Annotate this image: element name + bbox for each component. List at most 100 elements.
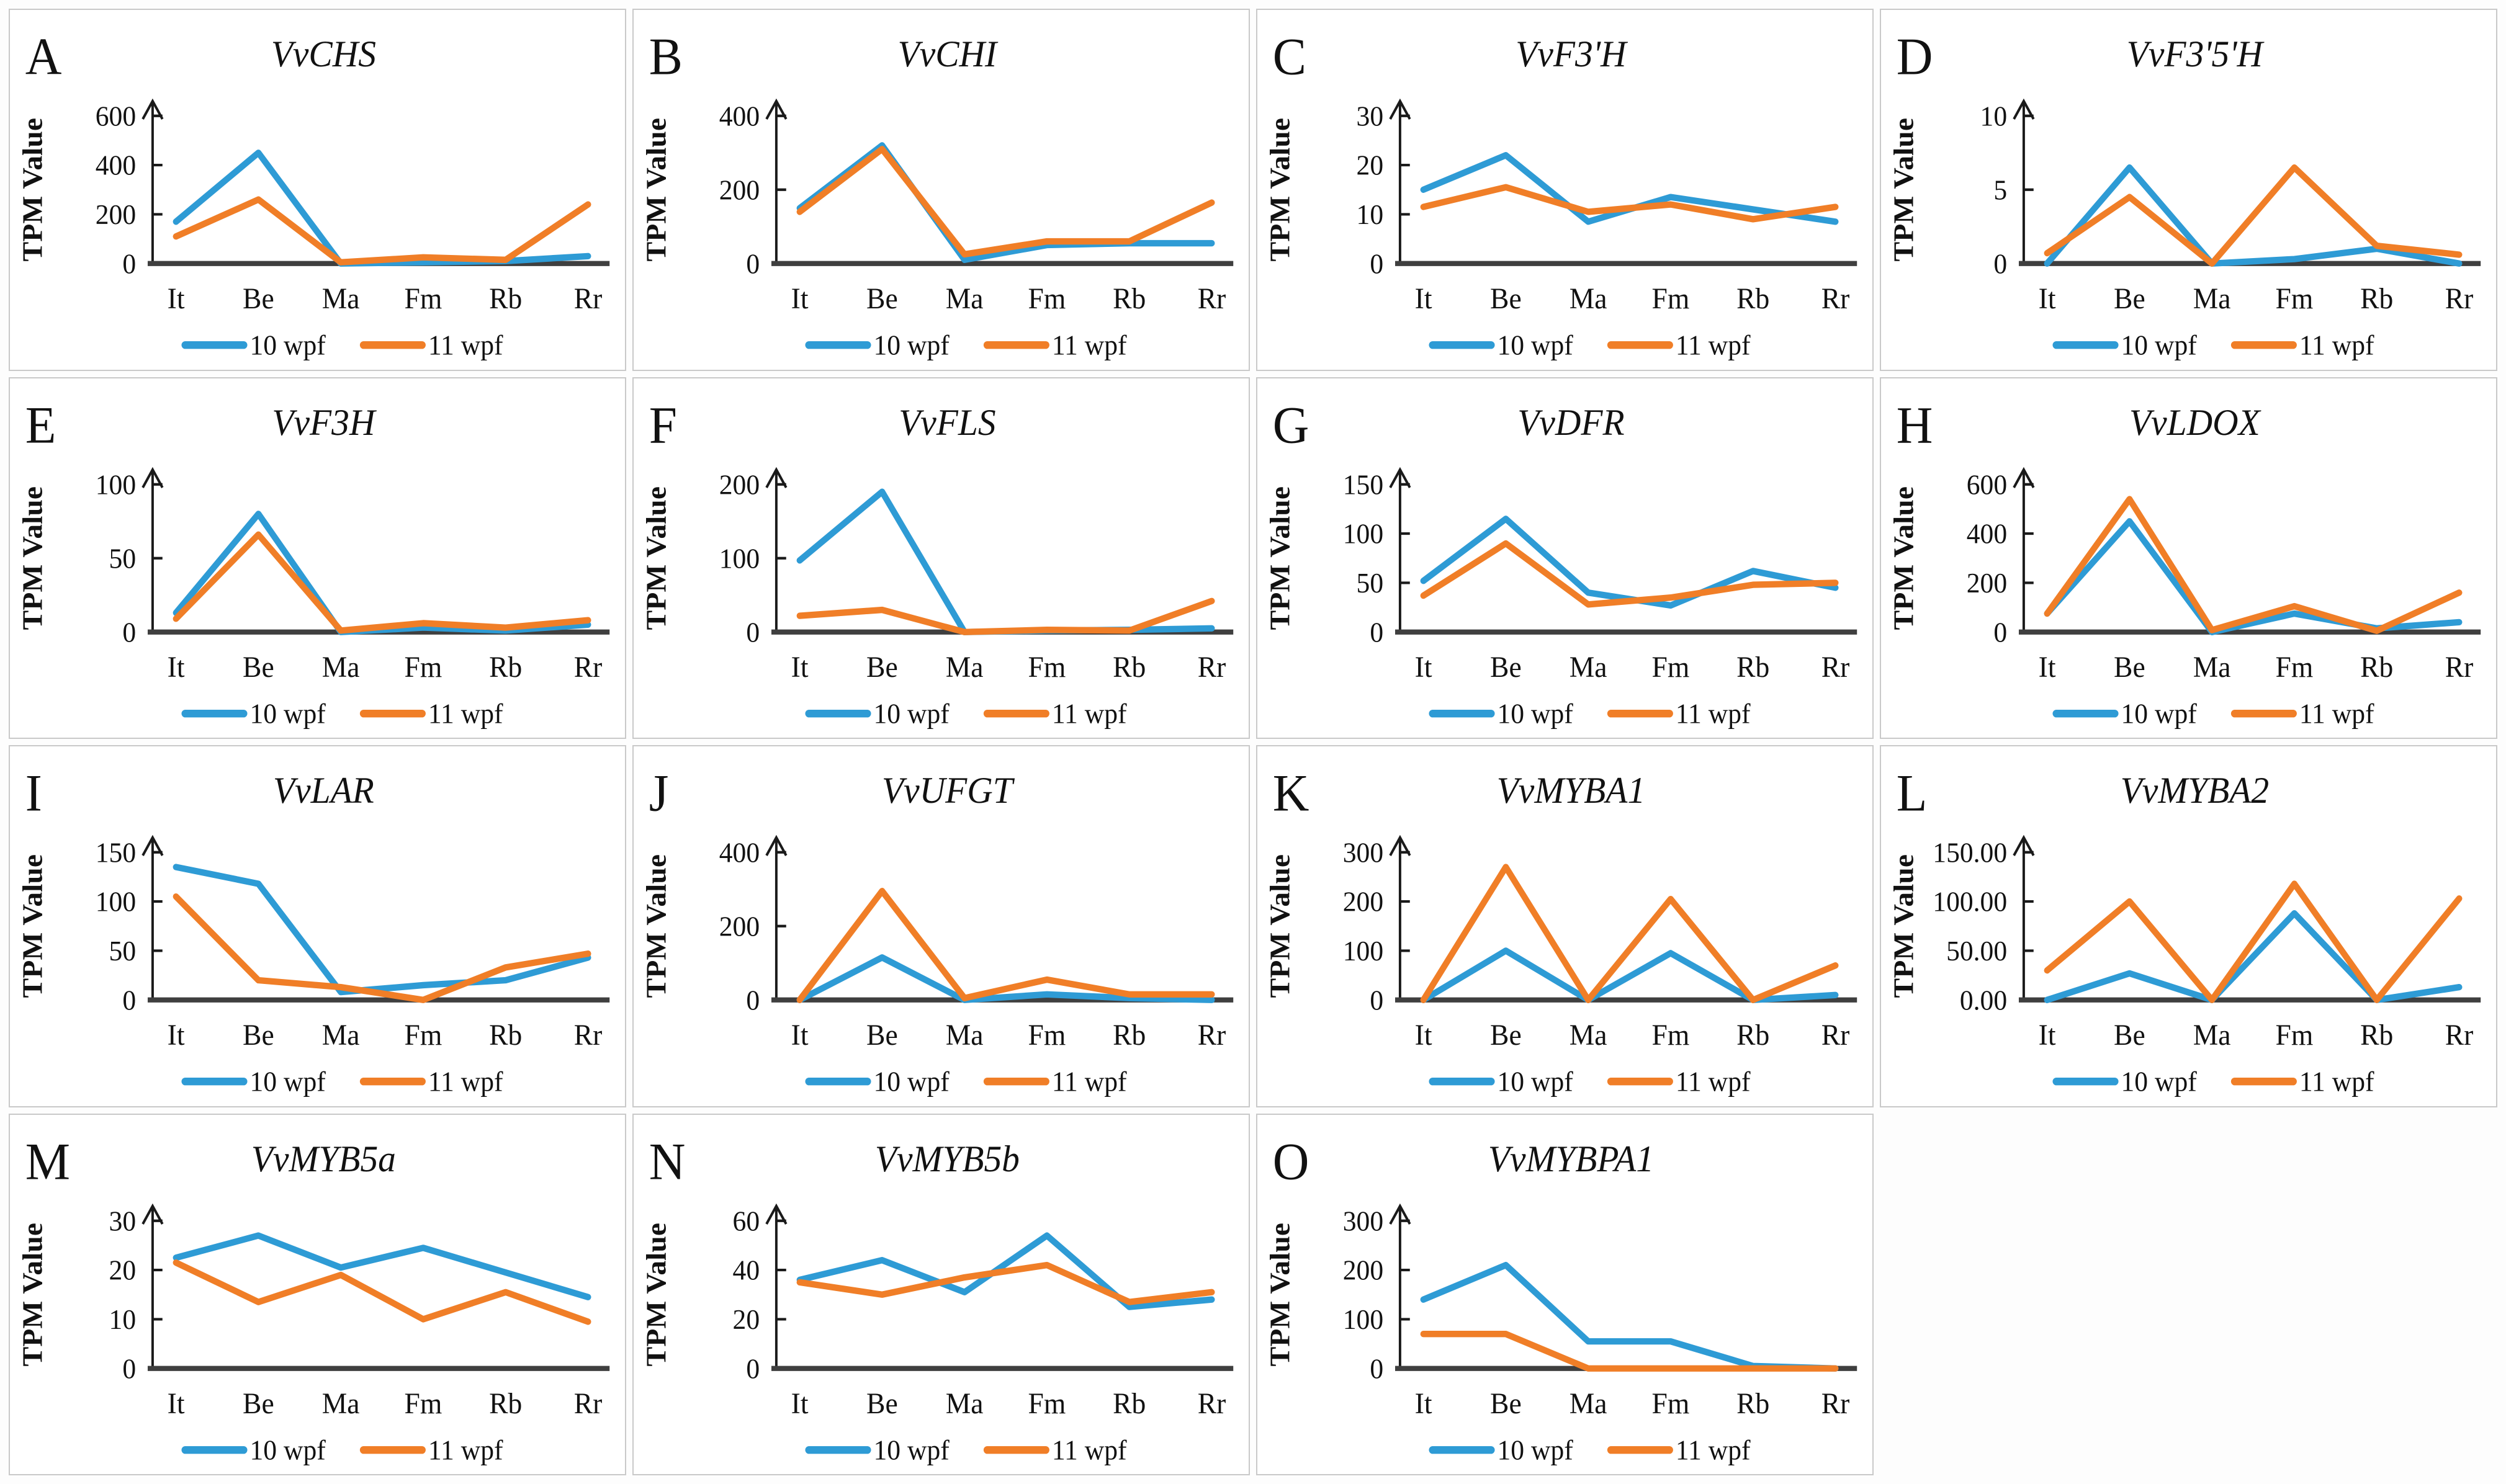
legend-label-11-wpf: 11 wpf [2299, 697, 2374, 729]
x-category-label: Rb [1736, 1019, 1769, 1052]
x-category-label: Rr [1198, 651, 1226, 684]
panel-K: K VvMYBA1 TPM Value 0 100 200 300 It Be Ma Fm Rb Rr 1… [1256, 745, 1874, 1107]
y-tick-label: 100.00 [1933, 886, 2007, 918]
y-tick-label: 150.00 [1933, 836, 2007, 868]
y-tick-label: 0 [1370, 984, 1383, 1016]
x-category-label: It [791, 1019, 809, 1052]
x-category-label: Ma [2193, 282, 2231, 315]
x-category-label: Rr [574, 282, 603, 315]
y-tick-label: 100 [96, 468, 136, 500]
x-category-label: It [1415, 1019, 1432, 1052]
y-axis-label: TPM Value [1264, 486, 1296, 630]
panel-J: J VvUFGT TPM Value 0 200 400 It Be Ma Fm Rb Rr 10 wp… [632, 745, 1250, 1107]
y-tick-label: 10 [1980, 100, 2008, 132]
y-tick-label: 200 [719, 910, 760, 942]
y-axis-label: TPM Value [640, 854, 672, 998]
x-category-label: Be [243, 1019, 274, 1052]
y-tick-label: 20 [1357, 150, 1384, 181]
legend-label-11-wpf: 11 wpf [428, 697, 503, 729]
y-tick-label: 30 [1357, 100, 1384, 132]
y-axis-label: TPM Value [1888, 118, 1920, 261]
y-tick-label: 600 [1967, 468, 2007, 500]
panel-letter: B [649, 27, 683, 86]
legend-label-11-wpf: 11 wpf [1052, 1066, 1127, 1097]
series-line-10-wpf [2044, 910, 2463, 1003]
y-tick-label: 200 [1343, 886, 1383, 918]
x-category-label: Rb [1736, 282, 1769, 315]
x-category-label: Be [243, 1387, 274, 1420]
y-tick-label: 20 [733, 1303, 760, 1335]
chart-title: VvMYBA2 [2121, 770, 2269, 811]
x-category-label: Ma [322, 282, 360, 315]
y-axis-label: TPM Value [1264, 854, 1296, 998]
y-tick-label: 0 [122, 984, 136, 1016]
x-category-label: Ma [1570, 1387, 1607, 1420]
legend-label-10-wpf: 10 wpf [1497, 1066, 1573, 1097]
legend-label-10-wpf: 10 wpf [249, 697, 325, 729]
y-axis-label: TPM Value [1888, 854, 1920, 998]
panel-B: B VvCHI TPM Value 0 200 400 It Be Ma Fm Rb Rr 10 wpf… [632, 9, 1250, 371]
x-category-label: It [168, 1019, 185, 1052]
y-tick-label: 0 [1993, 616, 2007, 648]
legend-label-11-wpf: 11 wpf [2299, 329, 2374, 361]
x-category-label: Fm [1028, 1019, 1066, 1052]
y-tick-label: 5 [1993, 174, 2007, 205]
x-category-label: Fm [1028, 282, 1066, 315]
y-axis-arrowhead [1389, 98, 1411, 120]
y-tick-label: 200 [719, 174, 760, 205]
y-tick-label: 10 [109, 1303, 137, 1335]
panel-letter: O [1273, 1132, 1309, 1190]
chart-K: K VvMYBA1 TPM Value 0 100 200 300 It Be Ma Fm Rb Rr 1… [1264, 764, 1857, 1097]
y-tick-label: 200 [1967, 567, 2007, 599]
series-line-11-wpf [2044, 164, 2463, 267]
y-tick-label: 40 [733, 1254, 760, 1285]
series-line-11-wpf [2044, 495, 2463, 634]
x-category-label: Be [866, 1019, 898, 1052]
series-line-11-wpf [1420, 540, 1839, 608]
series-line-10-wpf [1420, 947, 1839, 1003]
panel-letter: H [1897, 395, 1933, 454]
panel-letter: J [649, 764, 669, 822]
x-category-label: Be [866, 282, 898, 315]
chart-title: VvDFR [1517, 401, 1624, 442]
y-axis-label: TPM Value [1264, 118, 1296, 261]
x-category-label: Be [243, 282, 274, 315]
legend-label-11-wpf: 11 wpf [1676, 329, 1751, 361]
x-category-label: Be [1490, 651, 1522, 684]
x-category-label: Rb [489, 651, 522, 684]
chart-title: VvMYB5b [875, 1138, 1020, 1179]
y-tick-label: 400 [719, 100, 760, 132]
chart-H: H VvLDOX TPM Value 0 200 400 600 It Be Ma Fm Rb Rr 10… [1888, 395, 2481, 729]
x-category-label: Rr [574, 651, 603, 684]
chart-G: G VvDFR TPM Value 0 50 100 150 It Be Ma Fm Rb Rr 10 w… [1264, 395, 1857, 729]
y-axis-label: TPM Value [17, 118, 48, 261]
x-category-label: Ma [946, 282, 984, 315]
legend-label-10-wpf: 10 wpf [2121, 697, 2196, 729]
x-category-label: It [791, 651, 809, 684]
chart-C: C VvF3'H TPM Value 0 10 20 30 It Be Ma Fm Rb Rr 10 wp… [1264, 27, 1857, 361]
legend-label-11-wpf: 11 wpf [428, 1434, 503, 1465]
y-tick-label: 0 [122, 616, 136, 648]
y-tick-label: 300 [1343, 836, 1383, 868]
x-category-label: Be [1490, 1387, 1522, 1420]
y-axis-arrowhead [1389, 834, 1411, 856]
panel-A: A VvCHS TPM Value 0 200 400 600 It Be Ma Fm Rb Rr 10 … [9, 9, 626, 371]
x-category-label: Ma [946, 651, 984, 684]
series-line-10-wpf [173, 864, 591, 996]
series-line-10-wpf [796, 954, 1215, 1003]
panel-letter: N [649, 1132, 686, 1190]
y-axis-arrowhead [2013, 834, 2035, 856]
chart-title: VvCHI [898, 34, 999, 74]
x-category-label: Fm [1652, 651, 1690, 684]
y-axis-arrowhead [765, 834, 788, 856]
legend-label-10-wpf: 10 wpf [2121, 1066, 2196, 1097]
x-category-label: Rr [2445, 282, 2474, 315]
panel-letter: A [25, 27, 62, 86]
series-line-10-wpf [2044, 164, 2463, 267]
chart-E: E VvF3H TPM Value 0 50 100 It Be Ma Fm Rb Rr 10 wpf 1… [17, 395, 610, 729]
y-tick-label: 0 [746, 616, 760, 648]
series-line-10-wpf [796, 1231, 1215, 1310]
panel-letter: I [25, 764, 42, 822]
x-category-label: Fm [1652, 1019, 1690, 1052]
y-axis-arrowhead [141, 467, 164, 488]
